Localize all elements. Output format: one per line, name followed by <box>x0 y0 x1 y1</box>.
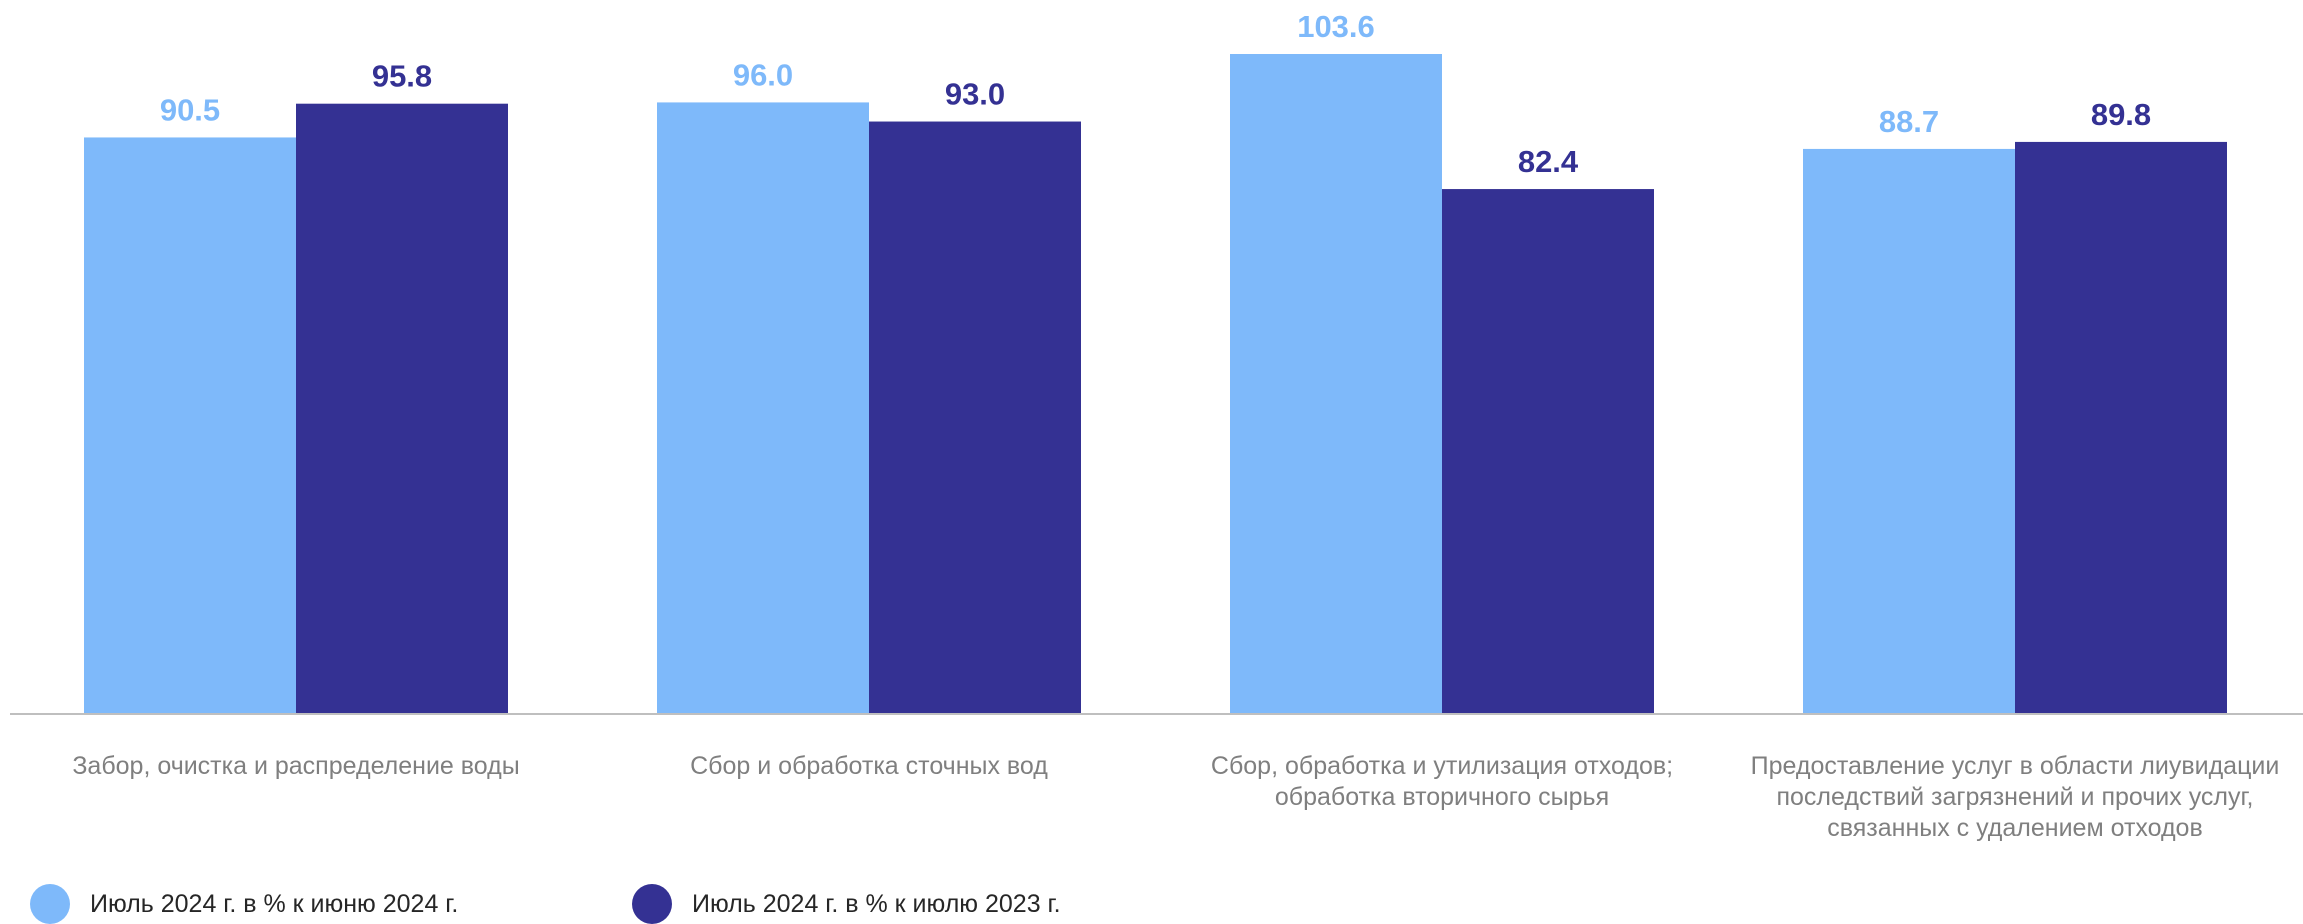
legend-swatch-series-1 <box>30 884 70 924</box>
category-label-2: Сбор и обработка сточных вод <box>690 752 1048 780</box>
category-label-3-line-1: Сбор, обработка и утилизация отходов; <box>1211 752 1673 780</box>
bar-series-1-category-4 <box>1803 148 2015 714</box>
category-label-3-line-2: обработка вторичного сырья <box>1275 783 1609 811</box>
value-label-series-1-category-2: 96.0 <box>733 57 793 92</box>
bar-series-2-category-1 <box>296 103 508 715</box>
legend-item-series-2: Июль 2024 г. в % к июлю 2023 г. <box>632 884 1061 924</box>
bar-series-1-category-3 <box>1230 54 1442 714</box>
category-label-4-line-2: последствий загрязнений и прочих услуг, <box>1776 783 2253 811</box>
legend-label-series-1: Июль 2024 г. в % к июню 2024 г. <box>90 889 459 918</box>
category-label-4-line-3: связанных с удалением отходов <box>1827 814 2203 842</box>
bar-series-2-category-3 <box>1442 189 1654 714</box>
value-label-series-1-category-1: 90.5 <box>160 92 220 127</box>
value-label-series-2-category-1: 95.8 <box>372 59 432 94</box>
value-label-series-2-category-3: 82.4 <box>1518 144 1579 179</box>
category-labels-group: Забор, очистка и распределение воды Сбор … <box>72 752 2279 842</box>
bars-group <box>84 54 2227 715</box>
value-label-series-2-category-2: 93.0 <box>945 77 1005 112</box>
bar-series-1-category-1 <box>84 137 296 715</box>
value-label-series-2-category-4: 89.8 <box>2091 97 2151 132</box>
bar-series-2-category-2 <box>869 121 1081 715</box>
bar-series-1-category-2 <box>657 102 869 714</box>
category-label-4: Предоставление услуг в области лиувидаци… <box>1751 752 2280 842</box>
value-label-series-1-category-4: 88.7 <box>1879 104 1939 139</box>
category-label-4-line-1: Предоставление услуг в области лиувидаци… <box>1751 752 2280 780</box>
category-label-1-line-1: Забор, очистка и распределение воды <box>72 752 519 780</box>
value-label-series-1-category-3: 103.6 <box>1297 9 1375 44</box>
value-labels-group: 90.5 95.8 96.0 93.0 103.6 82.4 88.7 89.8 <box>160 9 2151 179</box>
bar-series-2-category-4 <box>2015 141 2227 715</box>
category-label-2-line-1: Сбор и обработка сточных вод <box>690 752 1048 780</box>
category-label-1: Забор, очистка и распределение воды <box>72 752 519 780</box>
legend-label-series-2: Июль 2024 г. в % к июлю 2023 г. <box>692 889 1061 918</box>
legend-swatch-series-2 <box>632 884 672 924</box>
legend-item-series-1: Июль 2024 г. в % к июню 2024 г. <box>30 884 458 924</box>
category-label-3: Сбор, обработка и утилизация отходов; обр… <box>1211 752 1673 811</box>
